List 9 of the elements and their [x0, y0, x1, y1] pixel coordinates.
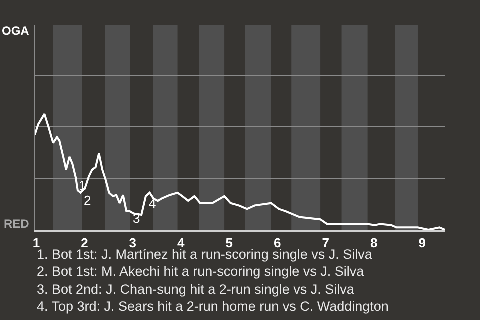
annotation: 4 [149, 196, 156, 211]
x-tick-label: 8 [370, 236, 378, 251]
text: 2. Bot 1st: M. Akechi hit a run-scoring single vs J. Silva [37, 264, 365, 279]
text: RED [4, 217, 30, 231]
text: 3. Bot 2nd: J. Chan-sung hit a 2-run single vs J. Silva [37, 282, 355, 297]
text: 4. Top 3rd: J. Sears hit a 2-run home run vs C. Waddington [37, 299, 389, 314]
text: OGA [2, 24, 30, 38]
x-tick-label: 9 [418, 236, 426, 251]
annotation: 2 [84, 193, 92, 208]
